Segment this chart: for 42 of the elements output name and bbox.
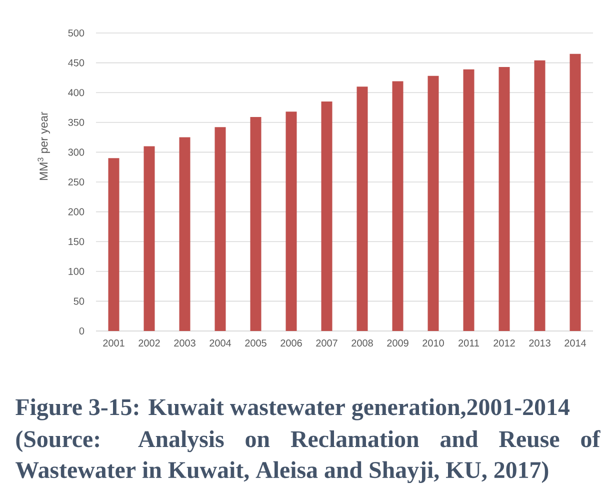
x-tick-label: 2014 <box>564 340 586 347</box>
y-tick-label: 150 <box>68 238 84 246</box>
bar <box>108 158 120 331</box>
x-tick-label: 2013 <box>529 340 550 347</box>
y-tick-label: 0 <box>79 327 84 335</box>
x-tick-label: 2003 <box>174 340 196 347</box>
x-tick-label: 2001 <box>103 340 124 347</box>
y-tick-label: 500 <box>68 29 84 37</box>
bar <box>250 117 262 331</box>
x-tick-label: 2002 <box>138 340 160 347</box>
bar <box>534 60 546 331</box>
bar <box>286 112 297 331</box>
x-tick-label: 2005 <box>245 340 266 347</box>
y-tick-label: 50 <box>74 298 84 305</box>
text: Figure 3-15: Kuwait wastewater generation,2001-2014 <box>16 398 570 420</box>
y-tick-label: 350 <box>68 118 84 126</box>
y-tick-label: 300 <box>68 148 84 156</box>
y-tick-label: 200 <box>68 208 84 216</box>
x-tick-label: 2011 <box>458 340 479 347</box>
x-tick-label: 2007 <box>316 340 338 347</box>
bar <box>428 76 439 331</box>
bar <box>179 137 190 331</box>
bar <box>463 69 474 331</box>
y-tick-label: 250 <box>68 178 84 186</box>
bar <box>392 81 404 331</box>
x-tick-label: 2008 <box>352 340 373 347</box>
bar <box>570 54 581 331</box>
x-tick-label: 2012 <box>494 340 515 347</box>
bar <box>144 146 155 331</box>
y-tick-label: 100 <box>68 268 84 275</box>
text: (Source: Analysis on Reclamation and Reuse of Wastewater in Kuwait, Aleisa and Shayji, KU, 2017) <box>16 430 600 484</box>
bar <box>214 127 226 331</box>
bar <box>498 66 510 331</box>
y-axis-title: MM$^{3}$ per year <box>38 112 50 180</box>
y-tick-label: 400 <box>68 89 84 96</box>
y-tick-label: 450 <box>68 59 84 66</box>
x-tick-label: 2006 <box>280 340 302 347</box>
bar <box>356 86 368 331</box>
x-tick-label: 2004 <box>210 340 232 347</box>
x-tick-label: 2009 <box>387 340 408 347</box>
x-tick-label: 2010 <box>422 340 444 347</box>
bar <box>321 102 332 331</box>
